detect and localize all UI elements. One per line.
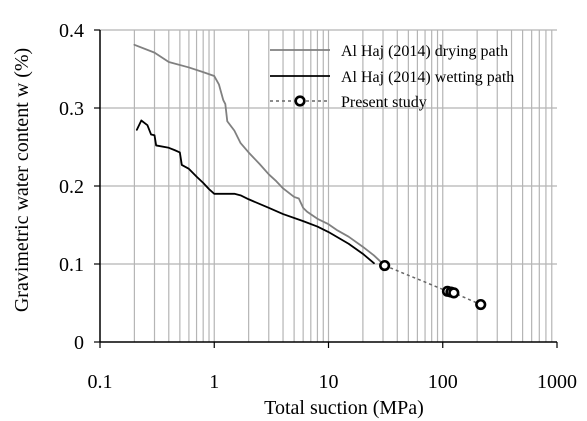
x-tick-label: 10 (319, 371, 339, 393)
legend-present-study-marker (294, 95, 306, 107)
y-tick-label: 0.4 (59, 20, 84, 42)
legend: Al Haj (2014) drying path Al Haj (2014) w… (270, 43, 514, 111)
legend-present-study-label: Present study (341, 94, 427, 111)
y-tick-label: 0.3 (59, 98, 84, 120)
y-tick-label: 0 (74, 332, 84, 354)
x-axis-ticks: 0.1 1 10 100 1000 (88, 342, 577, 393)
x-tick-label: 0.1 (88, 371, 113, 393)
x-axis-title: Total suction (MPa) (264, 397, 424, 419)
y-axis-title: Gravimetric water content w (%) (11, 48, 33, 312)
present-study-point (448, 287, 460, 299)
legend-wetting-label: Al Haj (2014) wetting path (341, 69, 514, 86)
present-study-point (475, 298, 487, 311)
y-tick-label: 0.1 (59, 254, 84, 276)
gridlines (100, 29, 557, 342)
data-series (133, 43, 487, 311)
x-tick-label: 100 (428, 371, 458, 393)
present-study-point (379, 259, 391, 272)
legend-drying-label: Al Haj (2014) drying path (341, 43, 508, 60)
x-tick-label: 1000 (537, 371, 577, 393)
y-axis-ticks: 0 0.1 0.2 0.3 0.4 (59, 20, 100, 354)
drying-path-line (133, 43, 384, 265)
x-tick-label: 1 (209, 371, 219, 393)
y-tick-label: 0.2 (59, 176, 84, 198)
wetting-path-line (135, 119, 375, 265)
present-study-line (384, 264, 482, 306)
